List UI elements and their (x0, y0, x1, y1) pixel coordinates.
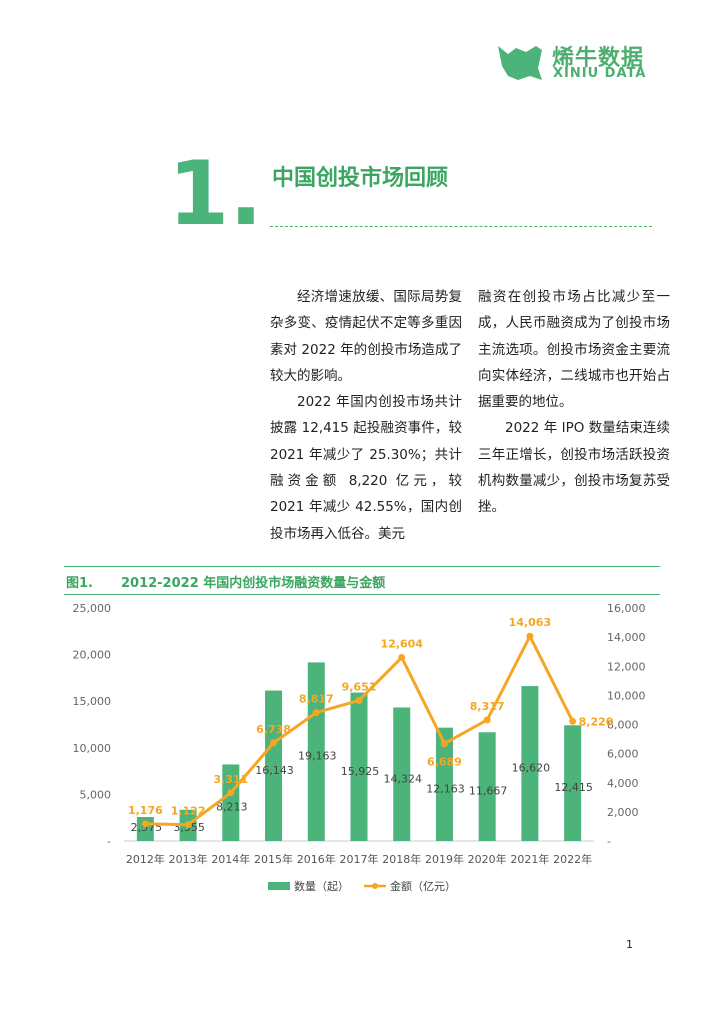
brand-name-cn: 烯牛数据 (552, 46, 645, 71)
line-data-label: 8,317 (470, 700, 505, 713)
line-point (440, 740, 448, 748)
body-paragraph: 2022 年国内创投市场共计披露 12,415 起投融资事件，较 2021 年减… (270, 394, 462, 542)
body-paragraph: 2022 年 IPO 数量结束连续三年正增长，创投市场活跃投资机构数量减少，创投… (478, 420, 670, 516)
line-data-label: 8,817 (299, 693, 334, 706)
y-right-tick-label: 6,000 (607, 748, 639, 761)
y-right-tick-label: 16,000 (607, 602, 646, 615)
bar-data-label: 19,163 (298, 750, 337, 763)
line-point (184, 821, 192, 829)
line-data-label: 14,063 (509, 616, 551, 629)
bar-data-label: 15,925 (341, 765, 380, 778)
line-data-label: 8,220 (579, 715, 614, 728)
bar-count (307, 662, 325, 841)
line-point (355, 696, 363, 704)
bar-count (521, 686, 539, 841)
bar-data-label: 16,620 (512, 762, 551, 775)
bar-data-label: 12,415 (554, 781, 593, 794)
x-tick-label: 2013年 (169, 852, 208, 866)
line-data-label: 6,689 (427, 756, 462, 769)
line-data-label: 9,651 (342, 680, 377, 693)
figure-title-text: 2012-2022 年国内创投市场融资数量与金额 (120, 576, 386, 591)
x-tick-label: 2022年 (553, 852, 592, 866)
y-left-tick-label: - (107, 835, 111, 848)
line-point (569, 717, 577, 725)
bar-count (478, 732, 496, 841)
y-left-tick-label: 25,000 (73, 602, 112, 615)
page-number: 1 (626, 938, 633, 951)
y-right-tick-label: 10,000 (607, 689, 646, 702)
bar-data-label: 16,143 (255, 764, 294, 777)
y-left-tick-label: 20,000 (73, 649, 112, 662)
x-tick-label: 2017年 (340, 852, 379, 866)
bar-count (265, 690, 283, 841)
bar-data-label: 12,163 (426, 782, 465, 795)
body-column-right: 融资在创投市场占比减少至一成，人民币融资成为了创投市场主流选项。创投市场资金主要… (478, 284, 670, 521)
legend-swatch-count (268, 882, 290, 890)
line-data-label: 6,738 (256, 723, 291, 736)
y-left-tick-label: 5,000 (80, 788, 112, 801)
bar-count (435, 727, 453, 841)
line-data-label: 1,122 (171, 805, 206, 818)
funding-chart: - 5,000 10,000 15,000 20,000 25,000 - 2,000 4,0… (73, 602, 646, 893)
xiniu-logo-icon (498, 46, 542, 80)
y-left-tick-label: 10,000 (73, 742, 112, 755)
y-right-tick-label: 12,000 (607, 660, 646, 673)
line-point (270, 739, 278, 747)
section-title: 中国创投市场回顾 (272, 166, 449, 191)
line-point (483, 716, 491, 724)
x-tick-label: 2012年 (126, 852, 165, 866)
bar-count (564, 725, 582, 841)
x-tick-label: 2019年 (425, 852, 464, 866)
legend-label-count: 数量（起） (294, 880, 349, 893)
section-divider (270, 226, 652, 227)
body-paragraph: 经济增速放缓、国际局势复杂多变、疫情起伏不定等多重因素对 2022 年的创投市场… (270, 289, 462, 384)
y-right-tick-label: 14,000 (607, 631, 646, 644)
y-right-tick-label: 8,000 (607, 719, 639, 732)
line-point (398, 653, 406, 661)
figure-title-rule (64, 594, 660, 595)
bar-count (393, 707, 411, 841)
figure-top-rule (64, 566, 660, 567)
body-paragraph: 融资在创投市场占比减少至一成，人民币融资成为了创投市场主流选项。创投市场资金主要… (478, 289, 670, 411)
body-column-left: 经济增速放缓、国际局势复杂多变、疫情起伏不定等多重因素对 2022 年的创投市场… (270, 284, 462, 547)
figure-title: 图1. 2012-2022 年国内创投市场融资数量与金额 (66, 572, 385, 591)
y-right-tick-label: 2,000 (607, 806, 639, 819)
y-left-tick-label: 15,000 (73, 695, 112, 708)
bar-data-label: 8,213 (216, 801, 248, 814)
line-data-label: 12,604 (381, 637, 424, 650)
y-right-tick-label: 4,000 (607, 777, 639, 790)
line-point (526, 632, 534, 640)
y-right-tick-label: - (607, 835, 611, 848)
figure-label: 图1. (66, 576, 93, 591)
legend-marker-amount (372, 883, 378, 889)
x-tick-label: 2018年 (382, 852, 421, 866)
legend-label-amount: 金额（亿元） (390, 879, 456, 893)
x-tick-label: 2021年 (510, 852, 549, 866)
line-point (312, 709, 320, 717)
x-tick-label: 2015年 (254, 852, 293, 866)
brand-name-en: XINIU DATA (553, 66, 647, 81)
line-data-label: 3,311 (213, 773, 248, 786)
line-data-label: 1,176 (128, 804, 163, 817)
bar-count (222, 764, 240, 841)
line-point (227, 789, 235, 797)
bar-count (350, 692, 368, 841)
section-number: 1. (168, 142, 263, 245)
line-point (141, 820, 149, 828)
x-tick-label: 2016年 (297, 852, 336, 866)
bar-data-label: 11,667 (469, 785, 508, 798)
x-tick-label: 2014年 (211, 852, 250, 866)
x-tick-label: 2020年 (468, 852, 507, 866)
bar-data-label: 14,324 (383, 772, 422, 785)
